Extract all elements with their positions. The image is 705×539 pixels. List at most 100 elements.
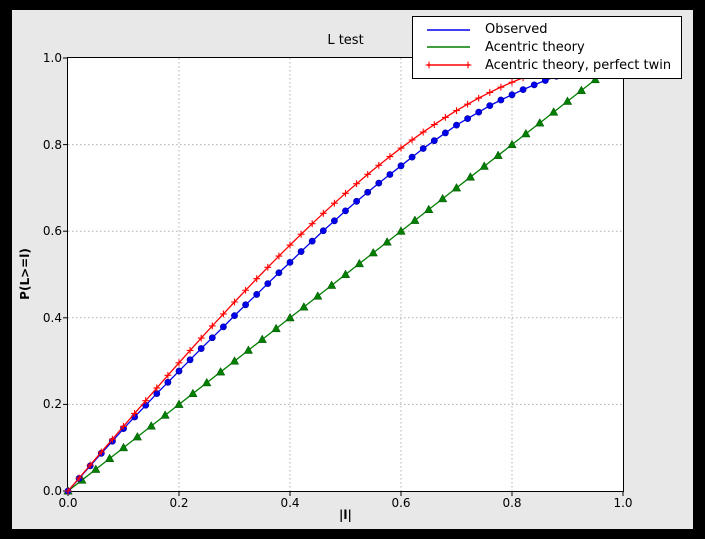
marker-plus <box>220 310 227 318</box>
legend: Observed Acentric theory Acentric theory, … <box>412 16 682 79</box>
marker-plus <box>253 275 261 283</box>
marker-circle <box>208 334 216 342</box>
marker-circle <box>186 356 194 364</box>
marker-circle <box>397 162 405 170</box>
axes-area <box>63 53 628 496</box>
legend-plus-marker-icon <box>464 61 472 69</box>
marker-triangle <box>438 193 448 203</box>
marker-circle <box>364 188 372 196</box>
marker-plus <box>109 435 116 443</box>
marker-triangle <box>299 302 309 311</box>
marker-triangle <box>382 237 392 246</box>
marker-triangle <box>285 312 295 322</box>
marker-plus <box>242 286 249 294</box>
marker-plus <box>86 461 94 469</box>
marker-plus <box>331 199 338 207</box>
marker-circle <box>497 96 505 104</box>
legend-label: Acentric theory, perfect twin <box>485 57 672 73</box>
chart-svg <box>63 53 628 496</box>
marker-plus <box>364 170 372 178</box>
marker-triangle <box>451 182 462 192</box>
marker-circle <box>508 91 516 99</box>
x-tick-label: 0.2 <box>169 496 189 510</box>
x-tick-label: 0.6 <box>391 496 411 510</box>
marker-triangle <box>424 204 434 213</box>
marker-triangle <box>202 377 212 387</box>
marker-circle <box>197 345 205 352</box>
marker-circle <box>175 367 183 375</box>
marker-triangle <box>521 128 531 138</box>
marker-circle <box>219 323 227 331</box>
marker-plus <box>475 94 483 102</box>
y-tick-label: 0.8 <box>42 137 62 152</box>
marker-plus <box>308 220 316 228</box>
marker-triangle <box>354 258 364 268</box>
marker-triangle <box>216 367 226 376</box>
marker-circle <box>264 280 272 287</box>
legend-label: Observed <box>485 22 548 38</box>
marker-circle <box>330 217 338 225</box>
marker-triangle <box>229 356 240 365</box>
x-axis-label: |l| <box>339 508 352 522</box>
y-tick-label: 0.4 <box>42 310 62 325</box>
marker-circle <box>253 291 261 298</box>
marker-plus <box>442 114 449 121</box>
marker-triangle <box>313 291 323 300</box>
marker-circle <box>530 81 538 89</box>
marker-circle <box>164 378 172 386</box>
marker-plus <box>319 209 327 217</box>
legend-entry: Observed <box>425 21 675 38</box>
marker-triangle <box>493 150 503 159</box>
marker-plus <box>142 397 150 405</box>
marker-circle <box>464 115 471 123</box>
marker-circle <box>242 301 249 309</box>
y-tick-label: 0.0 <box>42 484 62 498</box>
marker-plus <box>386 153 394 160</box>
marker-plus <box>153 384 161 392</box>
marker-plus <box>408 136 416 144</box>
marker-triangle <box>91 464 101 473</box>
marker-triangle <box>257 334 267 343</box>
marker-plus <box>342 189 349 197</box>
marker-plus <box>131 410 138 417</box>
marker-plus <box>453 107 460 115</box>
marker-triangle <box>327 280 337 289</box>
marker-triangle <box>118 442 129 452</box>
marker-plus <box>464 100 471 108</box>
marker-plus <box>75 474 83 482</box>
marker-circle <box>297 248 305 255</box>
marker-triangle <box>160 410 170 419</box>
marker-circle <box>430 137 438 145</box>
marker-triangle <box>549 107 559 116</box>
marker-circle <box>231 312 238 320</box>
marker-plus <box>231 298 238 306</box>
legend-line-sample <box>425 61 472 69</box>
marker-triangle <box>410 215 420 224</box>
marker-circle <box>353 197 360 205</box>
marker-circle <box>375 179 383 187</box>
marker-circle <box>419 145 427 152</box>
marker-plus <box>164 371 172 379</box>
marker-circle <box>441 129 449 137</box>
marker-plus <box>497 83 505 91</box>
marker-triangle <box>188 388 198 398</box>
marker-plus <box>286 241 294 249</box>
marker-circle <box>275 269 283 277</box>
marker-triangle <box>340 269 351 278</box>
marker-plus <box>397 144 405 152</box>
y-tick-label: 0.6 <box>42 224 62 239</box>
marker-plus <box>508 78 516 86</box>
marker-plus <box>430 121 438 128</box>
marker-plus <box>353 180 360 188</box>
marker-plus <box>264 263 272 271</box>
marker-triangle <box>271 323 281 333</box>
marker-plus <box>275 252 283 260</box>
x-tick-label: 0.0 <box>58 496 78 510</box>
marker-triangle <box>465 172 475 181</box>
marker-plus <box>64 487 72 495</box>
marker-plus <box>186 347 194 354</box>
marker-plus <box>486 89 494 96</box>
legend-entry: Acentric theory, perfect twin <box>425 57 675 74</box>
marker-plus <box>375 161 383 169</box>
